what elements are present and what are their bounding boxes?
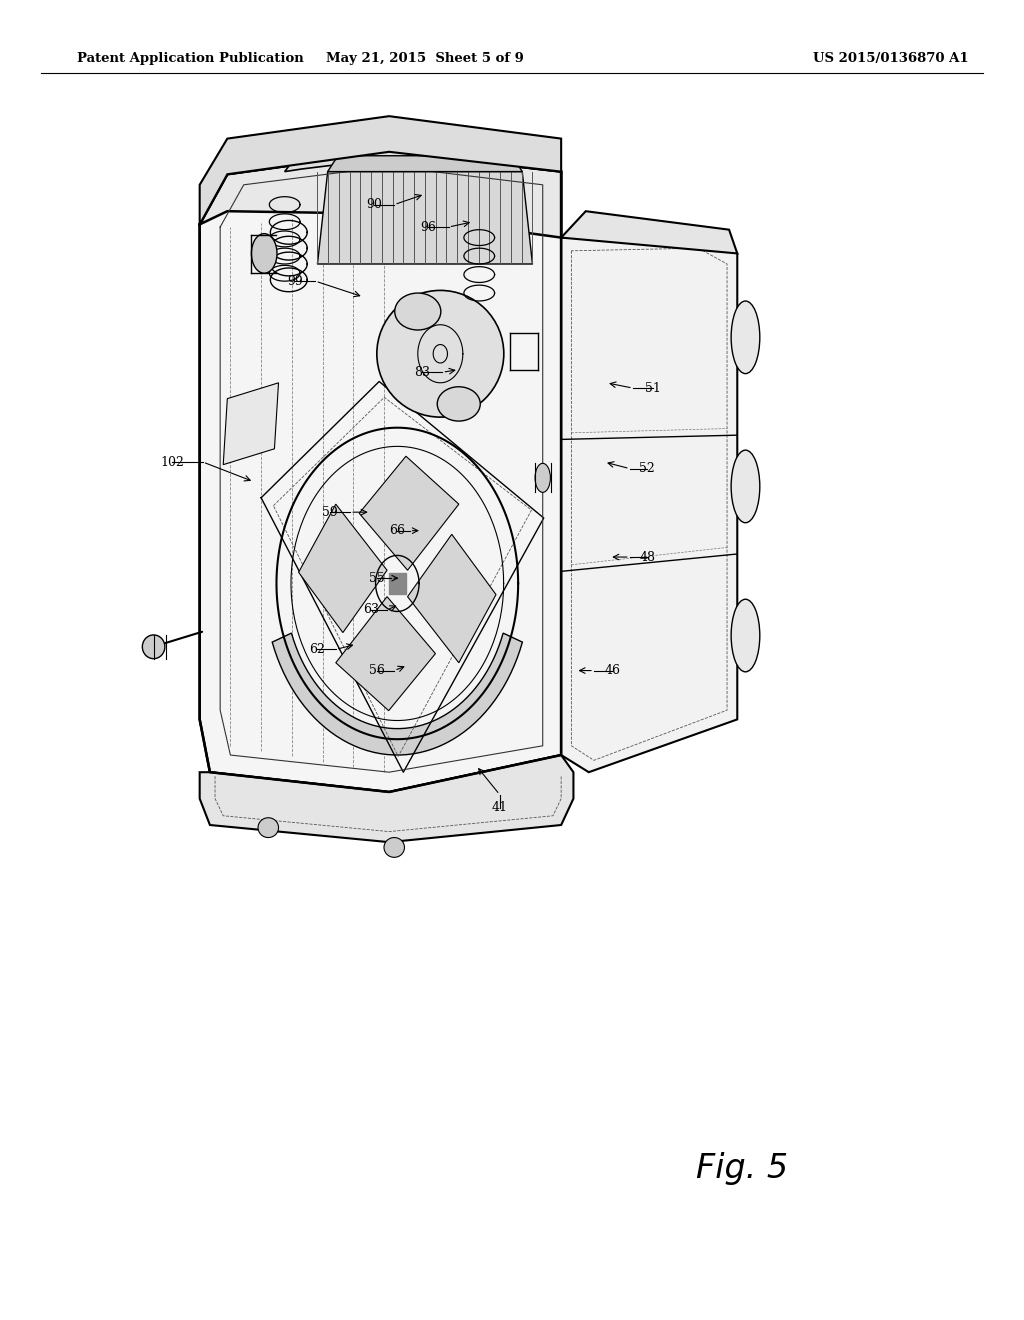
Polygon shape (561, 211, 737, 253)
Ellipse shape (142, 635, 165, 659)
Text: 56: 56 (369, 664, 385, 677)
Ellipse shape (437, 387, 480, 421)
Text: 52: 52 (639, 462, 655, 475)
Text: 83: 83 (414, 366, 430, 379)
Text: 62: 62 (309, 643, 326, 656)
Polygon shape (359, 457, 459, 570)
Ellipse shape (384, 838, 404, 858)
Text: 46: 46 (604, 664, 621, 677)
Ellipse shape (394, 293, 440, 330)
Text: 41: 41 (492, 801, 508, 814)
Text: Patent Application Publication: Patent Application Publication (77, 51, 303, 65)
Polygon shape (200, 152, 561, 792)
Polygon shape (389, 573, 406, 594)
Ellipse shape (731, 450, 760, 523)
Ellipse shape (731, 301, 760, 374)
Text: 96: 96 (420, 220, 436, 234)
Text: US 2015/0136870 A1: US 2015/0136870 A1 (813, 51, 969, 65)
Text: Fig. 5: Fig. 5 (696, 1151, 788, 1185)
Polygon shape (223, 383, 279, 465)
Polygon shape (317, 172, 532, 264)
Polygon shape (200, 152, 561, 238)
Polygon shape (336, 597, 435, 710)
Text: 102: 102 (160, 455, 184, 469)
Text: 66: 66 (389, 524, 406, 537)
Polygon shape (200, 116, 561, 224)
Polygon shape (285, 132, 522, 172)
Ellipse shape (536, 463, 551, 492)
Polygon shape (272, 634, 522, 755)
Text: 90: 90 (366, 198, 382, 211)
Ellipse shape (258, 817, 279, 837)
Text: 99: 99 (287, 275, 303, 288)
Polygon shape (328, 156, 522, 172)
Ellipse shape (252, 234, 276, 273)
Text: 55: 55 (369, 572, 385, 585)
Text: 48: 48 (639, 550, 655, 564)
Polygon shape (299, 504, 387, 632)
Polygon shape (408, 535, 496, 663)
Text: 51: 51 (645, 381, 662, 395)
Text: 59: 59 (322, 506, 338, 519)
Text: May 21, 2015  Sheet 5 of 9: May 21, 2015 Sheet 5 of 9 (326, 51, 524, 65)
Text: 63: 63 (362, 603, 379, 616)
Ellipse shape (731, 599, 760, 672)
Polygon shape (200, 755, 573, 842)
Ellipse shape (377, 290, 504, 417)
Polygon shape (561, 235, 737, 772)
